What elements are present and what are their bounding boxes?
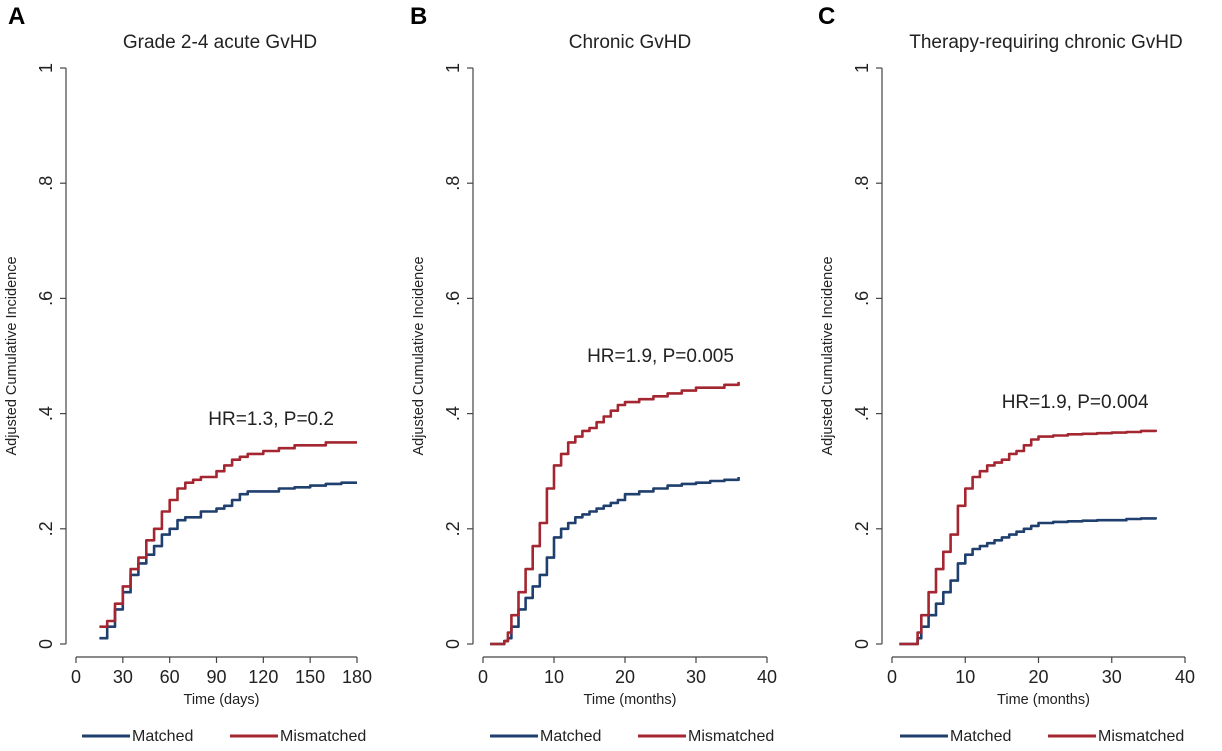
y-tick-label: 1 bbox=[852, 63, 872, 73]
y-tick-label: .4 bbox=[36, 406, 56, 421]
x-tick-label: 20 bbox=[1028, 667, 1048, 687]
y-tick-label: .2 bbox=[443, 521, 463, 536]
y-tick-label: 0 bbox=[36, 639, 56, 649]
x-tick-label: 90 bbox=[206, 667, 226, 687]
chart-title: Chronic GvHD bbox=[569, 32, 691, 53]
chart-title: Grade 2-4 acute GvHD bbox=[123, 32, 317, 53]
panel-letter: A bbox=[8, 3, 25, 30]
legend-label-matched: Matched bbox=[132, 728, 193, 745]
x-tick-label: 20 bbox=[615, 667, 635, 687]
x-axis-label: Time (days) bbox=[184, 692, 260, 708]
legend-label-matched: Matched bbox=[540, 728, 601, 745]
y-tick-label: .6 bbox=[852, 291, 872, 306]
series-line-mismatched bbox=[99, 441, 357, 628]
panel-letter: B bbox=[410, 3, 427, 30]
legend-label-mismatched: Mismatched bbox=[688, 728, 774, 745]
x-tick-label: 10 bbox=[544, 667, 564, 687]
x-axis-label: Time (months) bbox=[997, 692, 1090, 708]
y-tick-label: .4 bbox=[443, 406, 463, 421]
x-tick-label: 30 bbox=[1102, 667, 1122, 687]
y-axis-label: Adjusted Cumulative Incidence bbox=[4, 256, 20, 455]
x-tick-label: 60 bbox=[160, 667, 180, 687]
series-line-matched bbox=[490, 477, 740, 646]
x-tick-label: 40 bbox=[1175, 667, 1195, 687]
chart-title: Therapy-requiring chronic GvHD bbox=[909, 32, 1183, 53]
legend-label-mismatched: Mismatched bbox=[280, 728, 366, 745]
y-axis-label: Adjusted Cumulative Incidence bbox=[411, 256, 427, 455]
x-tick-label: 150 bbox=[295, 667, 325, 687]
panel-letter: C bbox=[818, 3, 835, 30]
y-tick-label: 0 bbox=[443, 639, 463, 649]
y-tick-label: .4 bbox=[852, 406, 872, 421]
panel-a: A Grade 2-4 acute GvHD 0 .2 .4 .6 .8 1 0 30 60 90 12… bbox=[4, 3, 372, 745]
x-axis-label: Time (months) bbox=[584, 692, 677, 708]
y-tick-label: .8 bbox=[443, 176, 463, 191]
y-tick-label: 0 bbox=[852, 639, 872, 649]
series-line-mismatched bbox=[899, 429, 1157, 646]
hr-annotation: HR=1.9, P=0.004 bbox=[1002, 392, 1149, 413]
x-tick-label: 180 bbox=[342, 667, 372, 687]
y-tick-label: 1 bbox=[36, 63, 56, 73]
y-tick-label: .2 bbox=[852, 521, 872, 536]
panel-c: C Therapy-requiring chronic GvHD 0 .2 .4 .6 .8… bbox=[818, 3, 1195, 745]
x-tick-label: 40 bbox=[757, 667, 777, 687]
x-tick-label: 120 bbox=[248, 667, 278, 687]
x-tick-label: 0 bbox=[887, 667, 897, 687]
x-tick-label: 30 bbox=[686, 667, 706, 687]
x-tick-label: 10 bbox=[955, 667, 975, 687]
x-tick-label: 0 bbox=[478, 667, 488, 687]
hr-annotation: HR=1.3, P=0.2 bbox=[208, 409, 334, 430]
series-line-mismatched bbox=[490, 381, 740, 646]
y-tick-label: .8 bbox=[36, 176, 56, 191]
series-line-matched bbox=[899, 517, 1157, 646]
y-tick-label: 1 bbox=[443, 63, 463, 73]
hr-annotation: HR=1.9, P=0.005 bbox=[587, 346, 734, 367]
legend-label-matched: Matched bbox=[950, 728, 1011, 745]
y-tick-label: .6 bbox=[443, 291, 463, 306]
y-tick-label: .6 bbox=[36, 291, 56, 306]
y-axis-label: Adjusted Cumulative Incidence bbox=[820, 256, 836, 455]
y-tick-label: .2 bbox=[36, 521, 56, 536]
x-tick-label: 30 bbox=[113, 667, 133, 687]
x-tick-label: 0 bbox=[71, 667, 81, 687]
legend-label-mismatched: Mismatched bbox=[1098, 728, 1184, 745]
y-tick-label: .8 bbox=[852, 176, 872, 191]
